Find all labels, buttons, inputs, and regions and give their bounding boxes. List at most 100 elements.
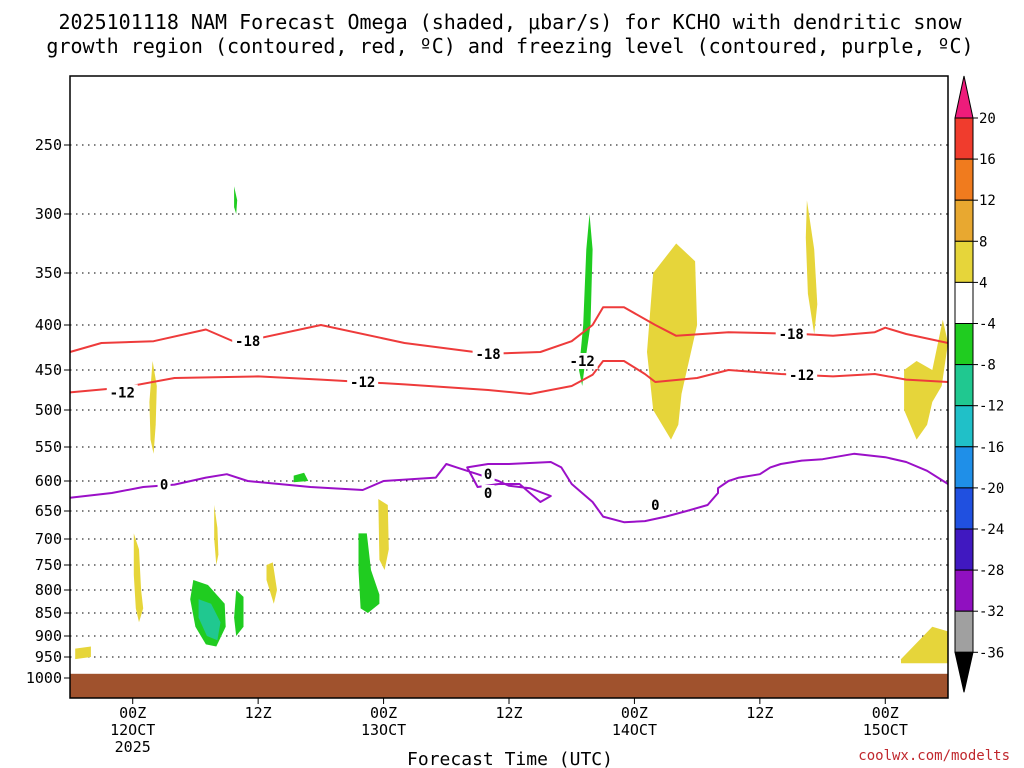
- x-axis-title: Forecast Time (UTC): [407, 749, 613, 768]
- contour-label-background: [472, 345, 504, 362]
- colorbar-segment: [954, 487, 974, 530]
- contour-label: 0: [484, 486, 492, 502]
- omega-negative-region: [579, 214, 593, 386]
- contour-label-background: [566, 353, 598, 369]
- colorbar-label: -28: [979, 563, 1004, 579]
- omega-negative-region: [293, 472, 309, 483]
- colorbar-segment: [954, 405, 974, 448]
- y-tick-label: 850: [35, 604, 62, 622]
- contour-labels: -18 -18 -18 -12 -12 -12 -12 0 0 0 0: [106, 326, 818, 514]
- colorbar-label: -4: [979, 317, 996, 333]
- colorbar-segment: [954, 610, 974, 653]
- colorbar-segment: [954, 569, 974, 612]
- credit-text: coolwx.com/modelts: [858, 748, 1010, 764]
- colorbar-segment: [954, 199, 974, 242]
- x-tick-label: 12OCT: [110, 721, 155, 739]
- contour-label: -18: [475, 347, 500, 363]
- x-tick-label: 15OCT: [863, 721, 908, 739]
- y-tick-label: 300: [35, 205, 62, 223]
- colorbar-label: -32: [979, 604, 1004, 620]
- y-tick-label: 250: [35, 136, 62, 154]
- contour-label-background: [648, 497, 662, 513]
- y-tick-label: 950: [35, 648, 62, 666]
- omega-negative-region: [234, 186, 238, 214]
- y-axis: 250 300 350 400 450 500 550 600 650 700 750 800 850 9…: [26, 136, 70, 687]
- colorbar-segment: [954, 323, 974, 366]
- colorbar: 20 16 12 8 4 -4 -8 -12 -16 -20 -24 -28 -32 -36: [954, 75, 1004, 693]
- colorbar-label: -12: [979, 399, 1004, 415]
- y-tick-label: 750: [35, 556, 62, 574]
- colorbar-segment: [954, 528, 974, 571]
- contour-label: -18: [235, 334, 260, 350]
- omega-positive-region: [214, 505, 219, 565]
- contour-label-background: [106, 384, 138, 401]
- terrain-underground: [70, 673, 948, 698]
- contour-label: 0: [651, 498, 659, 514]
- omega-positive-region: [805, 200, 818, 334]
- x-tick-label: 00Z: [370, 704, 397, 722]
- contour-label-background: [775, 326, 807, 342]
- colorbar-label: -20: [979, 481, 1004, 497]
- colorbar-segment: [954, 240, 974, 283]
- colorbar-bottom-arrow: [954, 651, 974, 693]
- contour-label-background: [157, 476, 171, 493]
- colorbar-segment: [954, 281, 974, 324]
- x-tick-label: 2025: [115, 738, 151, 756]
- chart-title-line-1: 2025101118 NAM Forecast Omega (shaded, μ…: [58, 10, 962, 34]
- dendritic-contour: [69, 306, 949, 355]
- colorbar-segment: [954, 364, 974, 407]
- contour-label-background: [481, 466, 495, 483]
- omega-positive-region: [647, 243, 698, 440]
- y-tick-label: 350: [35, 264, 62, 282]
- omega-positive-region: [266, 562, 277, 604]
- contour-label: 0: [484, 467, 492, 483]
- y-tick-label: 700: [35, 530, 62, 548]
- y-tick-label: 600: [35, 472, 62, 490]
- contour-label: -18: [779, 327, 804, 343]
- contour-label: 0: [160, 478, 168, 494]
- omega-positive-region: [133, 533, 144, 623]
- colorbar-segment: [954, 117, 974, 160]
- y-tick-label: 400: [35, 316, 62, 334]
- colorbar-segment: [954, 446, 974, 489]
- y-tick-label: 800: [35, 581, 62, 599]
- chart-title-line-2: growth region (contoured, red, ºC) and f…: [46, 34, 973, 58]
- contour-label-background: [786, 366, 818, 383]
- x-tick-label: 14OCT: [612, 721, 657, 739]
- x-tick-label: 12Z: [746, 704, 773, 722]
- colorbar-label: -36: [979, 645, 1004, 661]
- y-tick-label: 500: [35, 401, 62, 419]
- colorbar-label: 12: [979, 193, 996, 209]
- omega-negative-region: [234, 590, 244, 636]
- x-tick-label: 13OCT: [361, 721, 406, 739]
- contour-label-background: [481, 485, 495, 501]
- colorbar-label: -24: [979, 522, 1004, 538]
- omega-positive-region: [378, 499, 389, 570]
- colorbar-label: -16: [979, 440, 1004, 456]
- omega-positive-region: [149, 361, 157, 454]
- colorbar-label: 8: [979, 234, 987, 250]
- x-tick-label: 00Z: [872, 704, 899, 722]
- contour-label: -12: [350, 375, 375, 391]
- freezing-level-contour: [69, 452, 949, 524]
- y-tick-label: 1000: [26, 669, 62, 687]
- contour-lines: [69, 306, 949, 524]
- omega-shading: [75, 186, 948, 664]
- colorbar-label: 4: [979, 275, 987, 291]
- x-tick-label: 12Z: [245, 704, 272, 722]
- colorbar-label: 16: [979, 152, 996, 168]
- x-tick-label: 00Z: [119, 704, 146, 722]
- plot-area: -18 -18 -18 -12 -12 -12 -12 0 0 0 0: [69, 75, 949, 699]
- colorbar-top-arrow: [954, 75, 974, 119]
- x-tick-label: 00Z: [621, 704, 648, 722]
- x-tick-label: 12Z: [495, 704, 522, 722]
- omega-positive-region: [901, 626, 948, 664]
- contour-label: -12: [110, 385, 135, 401]
- y-tick-label: 900: [35, 627, 62, 645]
- y-tick-label: 650: [35, 502, 62, 520]
- contour-label: -12: [789, 368, 814, 384]
- colorbar-label: -8: [979, 358, 996, 374]
- omega-negative-region: [358, 533, 380, 613]
- contour-label: -12: [570, 354, 595, 370]
